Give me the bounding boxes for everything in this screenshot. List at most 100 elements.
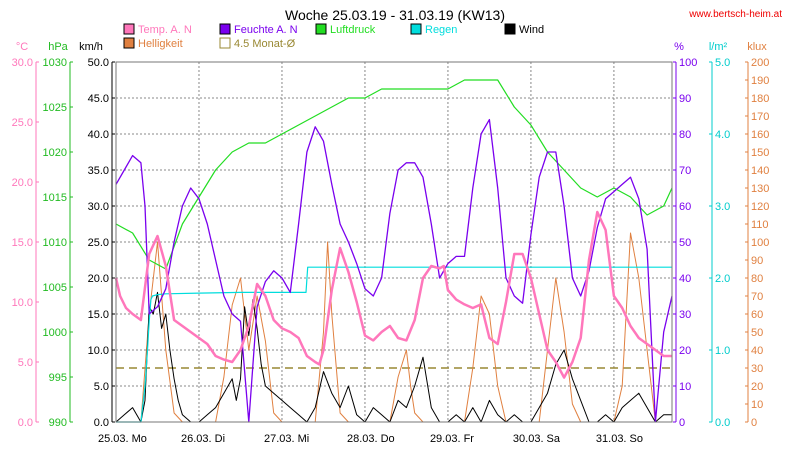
- legend-swatch: [410, 23, 422, 35]
- legend-swatch: [219, 23, 231, 35]
- humidity-tick-label: 30: [679, 309, 691, 321]
- x-tick-label: 30.03. Sa: [513, 433, 561, 445]
- series-layer: [114, 79, 673, 423]
- lux-tick-label: 120: [751, 201, 769, 213]
- lux-tick-label: 160: [751, 129, 769, 141]
- lux-tick-label: 200: [751, 57, 769, 69]
- rain-tick-label: 0.0: [715, 417, 730, 429]
- temp-tick-label: 10.0: [12, 297, 33, 309]
- pressure-tick-label: 990: [49, 417, 67, 429]
- wind-tick-label: 35.0: [88, 165, 109, 177]
- series-line-luftdruck: [115, 79, 673, 270]
- lux-tick-label: 80: [751, 273, 763, 285]
- axes: °C0.05.010.015.020.025.030.0hPa990995100…: [12, 41, 770, 445]
- humidity-tick-label: 90: [679, 93, 691, 105]
- lux-tick-label: 140: [751, 165, 769, 177]
- legend-label: Feuchte A. N: [234, 24, 298, 36]
- temp-tick-label: 5.0: [18, 357, 33, 369]
- lux-tick-label: 170: [751, 111, 769, 123]
- pressure-tick-label: 1000: [43, 327, 67, 339]
- pressure-tick-label: 995: [49, 372, 67, 384]
- x-tick-label: 28.03. Do: [347, 433, 395, 445]
- temp-tick-label: 30.0: [12, 57, 33, 69]
- lux-tick-label: 90: [751, 255, 763, 267]
- legend-label: Wind: [519, 24, 544, 36]
- legend-swatch: [123, 23, 135, 35]
- series-line-wind: [115, 291, 672, 423]
- pressure-tick-label: 1005: [43, 282, 67, 294]
- wind-tick-label: 45.0: [88, 93, 109, 105]
- humidity-tick-label: 60: [679, 201, 691, 213]
- rain-tick-label: 1.0: [715, 345, 730, 357]
- wind-axis-unit: km/h: [79, 41, 103, 53]
- temp-tick-label: 20.0: [12, 177, 33, 189]
- lux-tick-label: 70: [751, 291, 763, 303]
- source-link[interactable]: www.bertsch-heim.at: [688, 9, 782, 20]
- rain-tick-label: 5.0: [715, 57, 730, 69]
- legend-swatch: [219, 37, 231, 49]
- wind-tick-label: 15.0: [88, 309, 109, 321]
- humidity-tick-label: 100: [679, 57, 697, 69]
- x-tick-label: 27.03. Mi: [264, 433, 309, 445]
- lux-tick-label: 10: [751, 399, 763, 411]
- lux-tick-label: 180: [751, 93, 769, 105]
- series-line-feuchte-a-n: [115, 118, 673, 423]
- humidity-tick-label: 0: [679, 417, 685, 429]
- x-tick-label: 25.03. Mo: [98, 433, 147, 445]
- lux-tick-label: 60: [751, 309, 763, 321]
- pressure-tick-label: 1010: [43, 237, 67, 249]
- humidity-axis-unit: %: [674, 41, 684, 53]
- temp-tick-label: 15.0: [12, 237, 33, 249]
- humidity-tick-label: 80: [679, 129, 691, 141]
- x-tick-label: 29.03. Fr: [430, 433, 474, 445]
- pressure-tick-label: 1020: [43, 147, 67, 159]
- legend-label: Temp. A. N: [138, 24, 192, 36]
- wind-tick-label: 5.0: [94, 381, 109, 393]
- lux-tick-label: 110: [751, 219, 769, 231]
- lux-tick-label: 20: [751, 381, 763, 393]
- chart-title: Woche 25.03.19 - 31.03.19 (KW13): [285, 7, 505, 23]
- temp-axis-unit: °C: [16, 41, 28, 53]
- legend-swatch: [504, 23, 516, 35]
- rain-tick-label: 4.0: [715, 129, 730, 141]
- legend-swatch: [315, 23, 327, 35]
- lux-tick-label: 130: [751, 183, 769, 195]
- legend-label: 4.5 Monat-Ø: [234, 38, 296, 50]
- series-line-regen: [116, 266, 672, 423]
- plot-frame: [115, 61, 673, 423]
- lux-axis-unit: klux: [747, 41, 767, 53]
- legend-label: Luftdruck: [330, 24, 376, 36]
- humidity-tick-label: 20: [679, 345, 691, 357]
- x-tick-label: 31.03. So: [596, 433, 643, 445]
- lux-tick-label: 50: [751, 327, 763, 339]
- legend-label: Helligkeit: [138, 38, 183, 50]
- temp-tick-label: 0.0: [18, 417, 33, 429]
- lux-tick-label: 100: [751, 237, 769, 249]
- legend: Temp. A. N Feuchte A. N Luftdruck Regen Wind…: [123, 23, 544, 50]
- lux-tick-label: 150: [751, 147, 769, 159]
- humidity-tick-label: 10: [679, 381, 691, 393]
- legend-swatch: [123, 37, 135, 49]
- humidity-tick-label: 50: [679, 237, 691, 249]
- lux-tick-label: 40: [751, 345, 763, 357]
- humidity-tick-label: 40: [679, 273, 691, 285]
- wind-tick-label: 0.0: [94, 417, 109, 429]
- wind-tick-label: 25.0: [88, 237, 109, 249]
- grid: [116, 62, 672, 422]
- wind-tick-label: 50.0: [88, 57, 109, 69]
- wind-tick-label: 20.0: [88, 273, 109, 285]
- rain-tick-label: 2.0: [715, 273, 730, 285]
- pressure-tick-label: 1015: [43, 192, 67, 204]
- wind-tick-label: 30.0: [88, 201, 109, 213]
- pressure-axis-unit: hPa: [48, 41, 68, 53]
- pressure-tick-label: 1025: [43, 102, 67, 114]
- lux-tick-label: 190: [751, 75, 769, 87]
- legend-label: Regen: [425, 24, 457, 36]
- x-tick-label: 26.03. Di: [181, 433, 225, 445]
- lux-tick-label: 0: [751, 417, 757, 429]
- pressure-tick-label: 1030: [43, 57, 67, 69]
- temp-tick-label: 25.0: [12, 117, 33, 129]
- rain-tick-label: 3.0: [715, 201, 730, 213]
- humidity-tick-label: 70: [679, 165, 691, 177]
